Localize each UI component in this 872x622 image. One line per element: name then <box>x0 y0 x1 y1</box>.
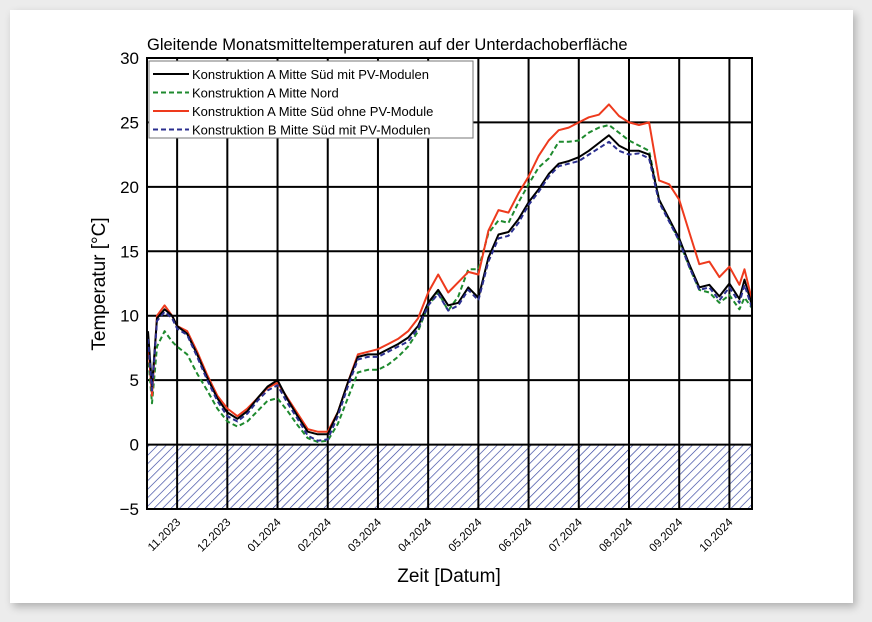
y-tick-label: −5 <box>120 500 139 519</box>
x-tick-label: 12.2023 <box>196 517 234 555</box>
series-line <box>147 140 752 442</box>
y-axis-label: Temperatur [°C] <box>89 217 110 350</box>
legend-entry: Konstruktion A Mitte Nord <box>192 86 339 101</box>
legend: Konstruktion A Mitte Süd mit PV-Modulen K… <box>148 60 474 139</box>
x-axis-label: Zeit [Datum] <box>397 566 500 587</box>
x-tick-label: 08.2024 <box>597 516 635 554</box>
data-series <box>147 103 752 443</box>
x-tick-label: 09.2024 <box>647 516 685 554</box>
y-tick-label: 0 <box>130 436 139 455</box>
x-tick-label: 11.2023 <box>146 517 183 554</box>
x-tick-label: 01.2024 <box>246 516 284 554</box>
series-line <box>147 103 752 433</box>
legend-entry: Konstruktion A Mitte Süd mit PV-Modulen <box>192 67 429 82</box>
series-line <box>147 134 752 436</box>
series-line <box>147 124 752 443</box>
x-tick-label: 10.2024 <box>698 516 736 554</box>
x-tick-label: 06.2024 <box>497 516 535 554</box>
x-tick-label: 07.2024 <box>547 516 585 554</box>
x-tick-label: 02.2024 <box>296 516 334 554</box>
x-tick-label: 03.2024 <box>346 516 384 554</box>
x-tick-label: 05.2024 <box>447 516 485 554</box>
chart-title: Gleitende Monatsmitteltemperaturen auf d… <box>147 36 628 54</box>
legend-entry: Konstruktion A Mitte Süd ohne PV-Module <box>192 104 433 119</box>
below-zero-hatched-region <box>147 444 752 509</box>
y-tick-label: 25 <box>120 113 139 132</box>
legend-entry: Konstruktion B Mitte Süd mit PV-Modulen <box>192 123 430 138</box>
y-tick-label: 10 <box>120 307 139 326</box>
y-tick-label: 5 <box>130 371 139 390</box>
y-tick-label: 20 <box>120 178 139 197</box>
y-tick-label: 15 <box>120 242 139 261</box>
y-axis-ticks: 30 25 20 15 10 5 0 −5 <box>120 49 139 519</box>
x-tick-label: 04.2024 <box>396 516 434 554</box>
plot-frame <box>146 57 753 510</box>
y-tick-label: 30 <box>120 49 139 68</box>
x-axis-ticks: 11.2023 12.2023 01.2024 02.2024 03.2024 04.20… <box>146 516 736 554</box>
